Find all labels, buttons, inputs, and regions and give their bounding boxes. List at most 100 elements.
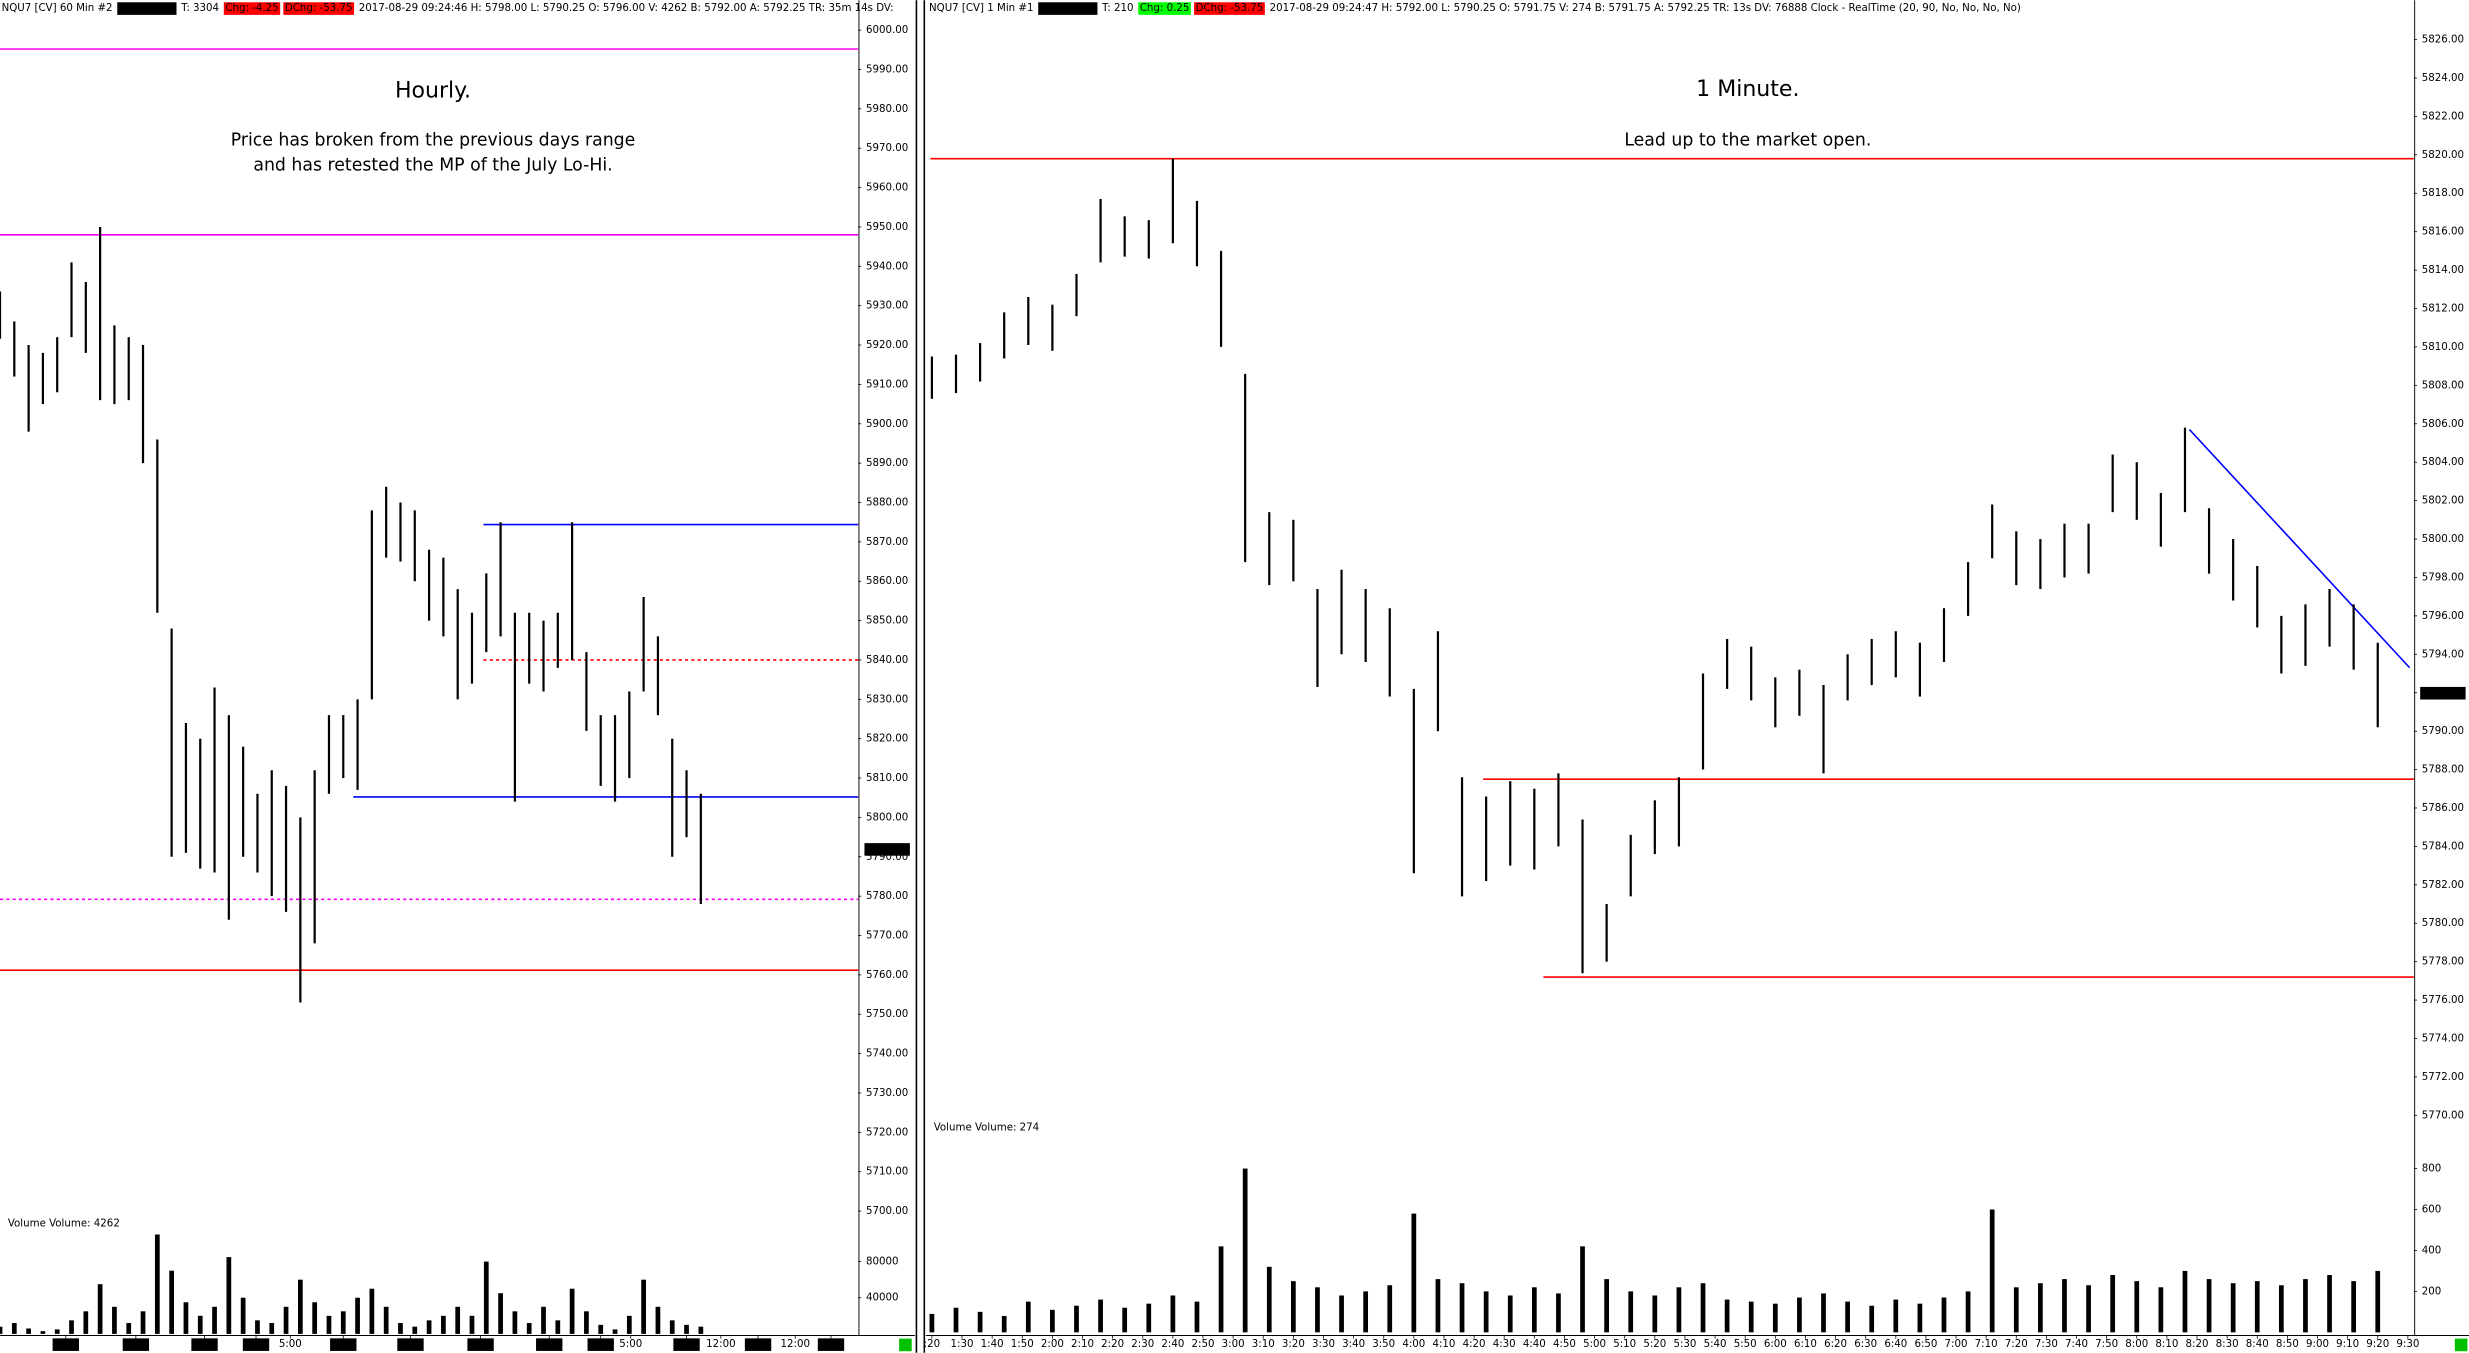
y-tick-label: 5880.00 (866, 498, 908, 509)
y-tick-label: 5812.00 (2422, 304, 2464, 315)
y-tick-label: 5784.00 (2422, 841, 2464, 852)
x-tick-label: 8:00 (2125, 1339, 2148, 1350)
volume-bar (1580, 1246, 1585, 1333)
volume-bar (1435, 1279, 1441, 1333)
x-tick-label: 6:10 (1794, 1339, 1817, 1350)
volume-bar (1363, 1291, 1369, 1333)
x-tick-label-bg (397, 1338, 424, 1351)
x-tick-label: 9:30 (2396, 1339, 2419, 1350)
y-tick-label: 5790.00 (866, 852, 908, 863)
x-tick-label: 3:40 (1342, 1339, 1365, 1350)
volume-bar (1074, 1305, 1079, 1333)
volume-bar (1797, 1297, 1802, 1333)
y-tick-label: 5910.00 (866, 379, 908, 390)
volume-bar (1218, 1246, 1224, 1333)
volume-bar (2182, 1270, 2188, 1333)
y-tick-label: 5770.00 (866, 931, 908, 942)
x-tick-label-bg (744, 1338, 772, 1351)
y-tick-label: 5820.00 (2422, 150, 2464, 161)
volume-bar (469, 1315, 475, 1334)
volume-bar (340, 1311, 346, 1334)
volume-bar (612, 1329, 618, 1334)
x-tick-label: 5:40 (1704, 1339, 1727, 1350)
volume-bar (1387, 1285, 1393, 1333)
volume-bar (655, 1306, 661, 1334)
volume-bar (541, 1306, 546, 1334)
volume-bar (1628, 1291, 1634, 1333)
header-field: Chg: 0.25 (1140, 3, 1190, 14)
y-tick-label: 5780.00 (866, 891, 908, 902)
y-tick-label: 5850.00 (866, 616, 908, 627)
volume-bar (569, 1288, 575, 1334)
volume-bar (953, 1307, 959, 1333)
header-field: NQU7 [CV] 60 Min #2 (2, 3, 113, 14)
volume-bar (455, 1306, 461, 1334)
volume-bar (97, 1284, 103, 1334)
volume-bar (1652, 1295, 1658, 1333)
volume-bar (2351, 1281, 2357, 1333)
y-tick-label: 5794.00 (2422, 649, 2464, 660)
volume-bar (929, 1313, 935, 1333)
volume-bar (312, 1302, 318, 1334)
volume-bar (526, 1323, 532, 1334)
x-tick-label: 6:00 (1764, 1339, 1787, 1350)
volume-bar (1531, 1287, 1537, 1333)
last-price-bg (864, 843, 910, 856)
y-tick-label: 5980.00 (866, 104, 908, 115)
x-tick-label: 8-17 (124, 1339, 147, 1350)
volume-bar (83, 1311, 89, 1334)
trend-line (2188, 429, 2411, 669)
volume-bar (2254, 1281, 2260, 1333)
corner-button[interactable] (899, 1338, 912, 1352)
y-tick-label: 6000.00 (866, 25, 908, 36)
volume-bar (269, 1323, 275, 1334)
volume-bar (212, 1306, 217, 1334)
y-tick-label: 5800.00 (866, 812, 908, 823)
volume-bar (398, 1323, 403, 1334)
volume-bar (1507, 1295, 1513, 1333)
header-field-bg (117, 2, 177, 15)
x-tick-label: 3:30 (1312, 1339, 1335, 1350)
x-tick-label: :20 (924, 1339, 940, 1350)
x-tick-label: 2:20 (1101, 1339, 1124, 1350)
x-tick-label: 4:00 (1402, 1339, 1425, 1350)
x-tick-label: 1:30 (951, 1339, 974, 1350)
header-field-bg (1194, 2, 1265, 15)
y-tick-label: 5814.00 (2422, 265, 2464, 276)
y-tick-label: 5778.00 (2422, 957, 2464, 968)
volume-bar (1869, 1305, 1875, 1333)
volume-bar (2327, 1275, 2332, 1333)
volume-bar (383, 1306, 389, 1334)
volume-bar (698, 1326, 704, 1334)
volume-bar (1989, 1209, 1995, 1333)
y-tick-label: 5830.00 (866, 694, 908, 705)
volume-bar (2158, 1287, 2164, 1333)
volume-bar (0, 1326, 3, 1334)
header-field: Chg: -4.25 (225, 3, 278, 14)
y-tick-label: 5930.00 (866, 301, 908, 312)
volume-bar (183, 1302, 189, 1334)
x-tick-label: 3:10 (1252, 1339, 1275, 1350)
x-tick-label: 3:50 (1372, 1339, 1395, 1350)
x-tick-label: 5:10 (1613, 1339, 1636, 1350)
volume-bar (112, 1306, 117, 1334)
x-tick-label: 12:00 (781, 1339, 810, 1350)
y-tick-label: 5796.00 (2422, 611, 2464, 622)
volume-bar (1604, 1279, 1609, 1333)
x-tick-label: 8-30 (746, 1339, 769, 1350)
volume-bar (1917, 1303, 1923, 1333)
y-tick-label: 5826.00 (2422, 35, 2464, 46)
volume-bar (355, 1297, 360, 1334)
x-tick-label-bg (191, 1338, 218, 1351)
y-tick-label: 5822.00 (2422, 111, 2464, 122)
corner-button[interactable] (2454, 1338, 2468, 1352)
y-tick-label: 5900.00 (866, 419, 908, 430)
x-tick-label: 4:20 (1463, 1339, 1486, 1350)
volume-bar (684, 1324, 689, 1334)
volume-bar (669, 1320, 675, 1334)
y-tick-label: 5760.00 (866, 970, 908, 981)
x-tick-label: 8-22 (332, 1339, 355, 1350)
x-tick-label: 7:20 (2005, 1339, 2028, 1350)
